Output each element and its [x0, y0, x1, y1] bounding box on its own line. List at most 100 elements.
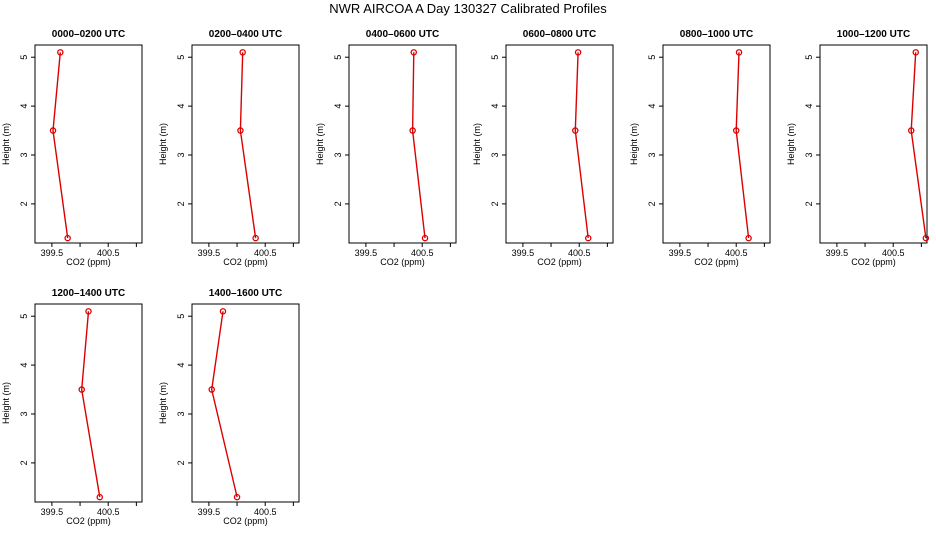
profile-line [52, 52, 69, 239]
data-point [735, 49, 743, 56]
y-tick-label: 4 [647, 104, 657, 109]
y-tick-label: 4 [490, 104, 500, 109]
profile-line [735, 52, 750, 239]
y-tick-label: 5 [490, 55, 500, 60]
x-tick-label: 399.5 [41, 248, 64, 258]
profile-line [574, 52, 589, 239]
y-axis-label: Height (m) [1, 382, 11, 424]
y-tick-label: 5 [647, 55, 657, 60]
data-point [912, 49, 919, 56]
plot-frame [191, 303, 300, 503]
y-tick-label: 2 [490, 201, 500, 206]
x-tick-label: 400.5 [97, 507, 120, 517]
profile-line [239, 52, 257, 239]
data-point [745, 234, 752, 242]
y-tick-label: 2 [333, 201, 343, 206]
y-axis-label: Height (m) [472, 123, 482, 165]
data-point [572, 127, 579, 134]
y-tick-label: 4 [19, 104, 29, 109]
y-tick-label: 3 [19, 411, 29, 416]
data-point [85, 308, 92, 315]
y-tick-label: 3 [333, 152, 343, 157]
y-tick-label: 5 [333, 55, 343, 60]
figure-title: NWR AIRCOA A Day 130327 Calibrated Profi… [329, 1, 607, 16]
plot-frame [662, 44, 771, 244]
plot-frame [34, 303, 143, 503]
x-tick-label: 399.5 [41, 507, 64, 517]
y-tick-label: 5 [176, 55, 186, 60]
y-tick-label: 5 [804, 55, 814, 60]
x-axis-label: CO2 (ppm) [694, 257, 739, 267]
plot-frame [191, 44, 300, 244]
x-axis-label: CO2 (ppm) [223, 516, 268, 526]
x-axis-label: CO2 (ppm) [66, 257, 111, 267]
data-point [409, 127, 416, 134]
profile-line [910, 52, 927, 239]
x-tick-label: 400.5 [254, 248, 277, 258]
y-tick-label: 3 [176, 411, 186, 416]
x-tick-label: 399.5 [826, 248, 849, 258]
x-tick-label: 400.5 [568, 248, 591, 258]
data-point [219, 308, 227, 315]
y-tick-label: 4 [804, 104, 814, 109]
y-axis-label: Height (m) [786, 123, 796, 165]
data-point [233, 493, 241, 501]
y-tick-label: 2 [176, 460, 186, 465]
x-tick-label: 399.5 [512, 248, 535, 258]
x-axis-label: CO2 (ppm) [223, 257, 268, 267]
y-tick-label: 2 [19, 201, 29, 206]
y-tick-label: 4 [176, 363, 186, 368]
x-tick-label: 399.5 [198, 248, 221, 258]
y-tick-label: 2 [804, 201, 814, 206]
data-point [96, 493, 104, 501]
x-axis-label: CO2 (ppm) [537, 257, 582, 267]
profile-panel: 0000–0200 UTC 399.5 400.5 2 3 4 5 CO2 (ppm) Heig… [1, 29, 143, 267]
y-tick-label: 3 [490, 152, 500, 157]
y-tick-label: 2 [176, 201, 186, 206]
data-point [922, 234, 930, 242]
data-point [252, 234, 259, 242]
panel-title: 0200–0400 UTC [209, 29, 282, 40]
profile-panel: 1200–1400 UTC 399.5 400.5 2 3 4 5 CO2 (ppm) Heig… [1, 288, 143, 526]
y-tick-label: 5 [19, 55, 29, 60]
y-tick-label: 5 [176, 314, 186, 319]
panel-title: 0000–0200 UTC [52, 29, 125, 40]
x-axis-label: CO2 (ppm) [380, 257, 425, 267]
x-axis-label: CO2 (ppm) [851, 257, 896, 267]
plot-frame [348, 44, 457, 244]
x-tick-label: 400.5 [254, 507, 277, 517]
y-tick-label: 4 [19, 363, 29, 368]
profile-line [80, 311, 101, 498]
data-point [907, 127, 915, 134]
x-tick-label: 400.5 [882, 248, 905, 258]
y-tick-label: 3 [647, 152, 657, 157]
profile-panel: 0400–0600 UTC 399.5 400.5 2 3 4 5 CO2 (ppm) Heig… [315, 29, 457, 267]
plot-frame [34, 44, 143, 244]
panel-title: 1000–1200 UTC [837, 29, 910, 40]
panel-title: 0400–0600 UTC [366, 29, 439, 40]
panel-title: 1200–1400 UTC [52, 288, 125, 299]
y-axis-label: Height (m) [158, 382, 168, 424]
y-axis-label: Height (m) [315, 123, 325, 165]
y-tick-label: 5 [19, 314, 29, 319]
y-tick-label: 2 [19, 460, 29, 465]
data-point [584, 234, 592, 242]
profile-line [411, 52, 426, 239]
y-axis-label: Height (m) [629, 123, 639, 165]
profile-panel: 0600–0800 UTC 399.5 400.5 2 3 4 5 CO2 (ppm) Heig… [472, 29, 614, 267]
x-tick-label: 399.5 [669, 248, 692, 258]
data-point [49, 127, 57, 134]
data-point [208, 386, 215, 393]
plot-frame [505, 44, 614, 244]
profile-panel: 1400–1600 UTC 399.5 400.5 2 3 4 5 CO2 (ppm) Heig… [158, 288, 300, 526]
data-point [732, 127, 740, 134]
x-tick-label: 400.5 [725, 248, 748, 258]
data-point [64, 234, 71, 242]
y-tick-label: 4 [176, 104, 186, 109]
y-tick-label: 3 [176, 152, 186, 157]
profile-panel: 1000–1200 UTC 399.5 400.5 2 3 4 5 CO2 (ppm) Heig… [786, 29, 930, 267]
y-tick-label: 3 [19, 152, 29, 157]
data-point [78, 386, 85, 393]
x-tick-label: 399.5 [355, 248, 378, 258]
